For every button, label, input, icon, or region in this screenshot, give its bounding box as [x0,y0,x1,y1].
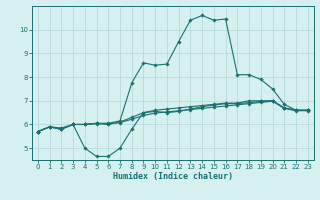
X-axis label: Humidex (Indice chaleur): Humidex (Indice chaleur) [113,172,233,181]
